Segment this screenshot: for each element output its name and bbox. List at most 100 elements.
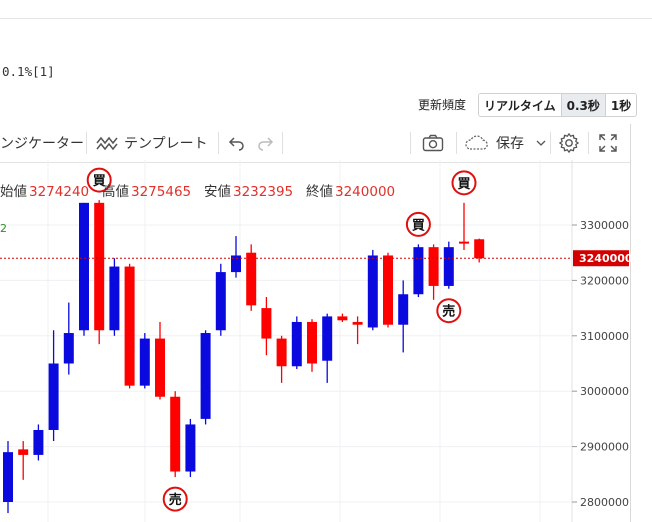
indicators-button[interactable]: ンジケーター (0, 124, 84, 162)
marker-label: 買 (412, 218, 425, 233)
ohlc-legend: 始値 3274240 高値 3275465 安値 3232395 終値 3240000 (0, 180, 395, 200)
indicator-value: 2 (0, 222, 7, 235)
candle (337, 313, 348, 322)
template-icon (96, 135, 118, 151)
open-value: 3274240 (29, 184, 90, 200)
candle-body (139, 338, 150, 386)
toolbar-divider (410, 132, 411, 154)
candle-body (307, 321, 317, 364)
candle-body (367, 255, 378, 328)
candle-body (322, 316, 333, 361)
current-price-line: 3240000 (0, 250, 633, 267)
cloud-save-icon (464, 135, 490, 151)
axis-tick-label: 2900000 (580, 441, 629, 454)
candle-body (352, 321, 363, 325)
frequency-option-1s[interactable]: 1秒 (605, 94, 637, 116)
candle (261, 297, 272, 356)
candle-body (261, 308, 272, 339)
axis-tick-label: 3300000 (580, 219, 629, 232)
candle (428, 244, 439, 300)
axis-tick-label: 2800000 (580, 496, 629, 509)
candle (79, 202, 89, 336)
template-label: テンプレート (124, 136, 208, 152)
candle (139, 333, 150, 389)
candle-body (124, 266, 135, 386)
candle (322, 313, 333, 383)
high-value: 3275465 (131, 184, 192, 200)
candle (276, 335, 287, 383)
candle-body (18, 449, 29, 455)
candle (170, 391, 181, 478)
header-divider (0, 18, 652, 19)
candle-body (246, 252, 257, 306)
candle-body (428, 247, 439, 286)
frequency-option-0-3s[interactable]: 0.3秒 (561, 94, 606, 116)
buy-marker: 買 (451, 170, 477, 196)
buy-marker: 買 (86, 167, 112, 193)
candle-body (337, 316, 348, 321)
candle (109, 258, 120, 336)
chart-toolbar: ンジケーター テンプレート 保存 (0, 124, 630, 163)
candle (352, 316, 363, 345)
save-label: 保存 (496, 136, 524, 152)
high-label: 高値 (102, 184, 129, 200)
redo-icon[interactable] (256, 124, 274, 162)
candle (155, 321, 165, 400)
candle-body (459, 241, 469, 244)
chart-grid (0, 160, 572, 522)
candle (231, 236, 241, 278)
candle-body (63, 333, 74, 364)
candle-body (383, 255, 393, 325)
candlestick-chart[interactable]: 3240000 3300000 3200000 3100000 3000000 2900… (0, 160, 652, 522)
template-button[interactable]: テンプレート (96, 124, 208, 162)
marker-circle (162, 486, 188, 512)
candle (246, 244, 257, 311)
candle-body (185, 424, 196, 472)
candle-body (3, 452, 13, 502)
candle (33, 424, 44, 461)
close-value: 3240000 (335, 184, 396, 200)
candle-body (48, 363, 59, 430)
candle (443, 241, 454, 289)
chevron-down-icon[interactable] (536, 139, 546, 147)
axis-tick-label: 3200000 (580, 274, 629, 287)
undo-icon[interactable] (228, 124, 246, 162)
gear-icon[interactable] (558, 124, 580, 162)
candle-body (291, 321, 302, 367)
chart-frame (0, 124, 631, 522)
low-value: 3232395 (233, 184, 294, 200)
marker-label: 売 (169, 492, 182, 508)
candle (307, 319, 317, 372)
low-label: 安値 (204, 184, 231, 200)
toolbar-divider (550, 132, 551, 154)
update-frequency-label: 更新頻度 (418, 98, 467, 112)
camera-icon[interactable] (422, 124, 444, 162)
candle (185, 418, 196, 478)
sell-marker: 売 (162, 486, 188, 512)
indicators-label: ンジケーター (0, 136, 84, 152)
toolbar-divider (218, 132, 219, 154)
save-button[interactable]: 保存 (464, 124, 546, 162)
candle-body (276, 338, 287, 367)
open-label: 始値 (0, 184, 27, 200)
candle (459, 202, 469, 250)
candle-body (79, 202, 89, 331)
candle (124, 263, 135, 389)
candle-body (443, 247, 454, 286)
price-label-bg (573, 250, 629, 267)
sell-marker: 売 (436, 298, 462, 324)
frequency-selector: リアルタイム 0.3秒 1秒 (478, 93, 638, 117)
marker-label: 買 (93, 174, 106, 189)
candle (48, 330, 59, 442)
toolbar-divider (588, 132, 589, 154)
fullscreen-icon[interactable] (598, 124, 618, 162)
candle (200, 330, 211, 425)
candle-body (94, 202, 105, 331)
candle-body (200, 333, 211, 419)
frequency-option-realtime[interactable]: リアルタイム (479, 94, 562, 116)
marker-label: 売 (442, 304, 455, 320)
candle (63, 302, 74, 375)
candle (18, 441, 29, 480)
candle (94, 200, 105, 345)
